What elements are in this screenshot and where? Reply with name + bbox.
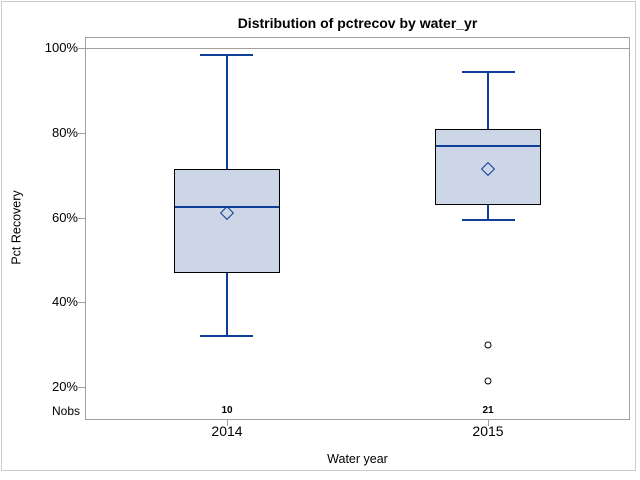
- box-2014: [173, 169, 280, 273]
- whisker-cap-low-2015: [461, 218, 515, 221]
- y-tick-label: 40%: [51, 294, 78, 309]
- whisker-cap-high-2015: [461, 70, 515, 73]
- x-axis-label: Water year: [327, 452, 388, 466]
- y-tick-label: 80%: [51, 125, 78, 140]
- plot-layer: 100% 80% 60% 40% 20% 2014 10 2015 21: [2, 2, 638, 472]
- whisker-lower-2015: [487, 205, 490, 220]
- outlier-point-2015: [484, 377, 492, 385]
- y-tick-label: 20%: [51, 379, 78, 394]
- reference-line-100: [86, 48, 629, 49]
- whisker-upper-2015: [487, 71, 490, 129]
- x-tick: [227, 420, 228, 426]
- y-tick: [78, 48, 85, 49]
- y-tick: [78, 387, 85, 388]
- nobs-value: 21: [482, 405, 494, 416]
- x-tick: [488, 420, 489, 426]
- chart-title: Distribution of pctrecov by water_yr: [237, 15, 478, 31]
- x-category-label: 2015: [472, 423, 504, 439]
- whisker-upper-2014: [225, 54, 228, 170]
- plot-frame: [85, 37, 630, 420]
- y-tick: [78, 218, 85, 219]
- median-line-2015: [436, 144, 541, 147]
- y-tick-label: 100%: [44, 40, 78, 55]
- graph-canvas: Distribution of pctrecov by water_yr Pct…: [1, 1, 636, 471]
- whisker-cap-high-2014: [200, 53, 254, 56]
- y-tick: [78, 302, 85, 303]
- outlier-point-2015: [484, 341, 492, 349]
- whisker-cap-low-2014: [200, 335, 254, 338]
- x-category-label: 2014: [211, 423, 243, 439]
- y-tick: [78, 133, 85, 134]
- y-tick-label: 60%: [51, 210, 78, 225]
- median-line-2014: [174, 206, 279, 209]
- box-2015: [435, 128, 542, 205]
- nobs-row-label: Nobs: [51, 404, 80, 418]
- whisker-lower-2014: [225, 272, 228, 337]
- nobs-value: 10: [221, 405, 233, 416]
